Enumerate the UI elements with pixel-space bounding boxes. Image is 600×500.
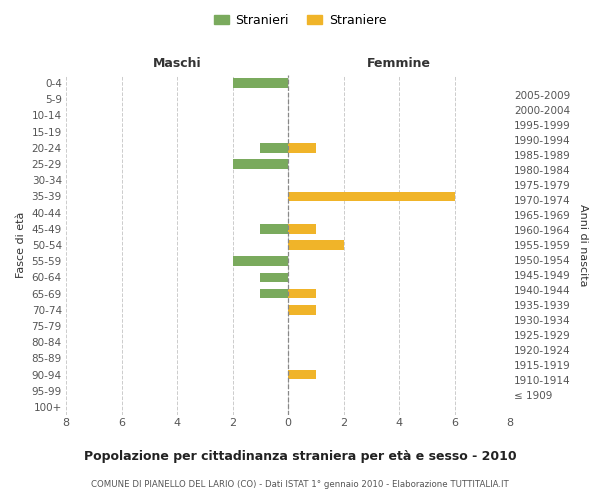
Bar [260,288,288,298]
Bar [288,288,316,298]
Y-axis label: Anni di nascita: Anni di nascita [578,204,587,286]
Bar [233,256,288,266]
Bar [260,143,288,152]
Bar [288,305,316,314]
Bar [288,192,455,202]
Text: Femmine: Femmine [367,57,431,70]
Bar [288,370,316,380]
Text: Popolazione per cittadinanza straniera per età e sesso - 2010: Popolazione per cittadinanza straniera p… [83,450,517,463]
Text: COMUNE DI PIANELLO DEL LARIO (CO) - Dati ISTAT 1° gennaio 2010 - Elaborazione TU: COMUNE DI PIANELLO DEL LARIO (CO) - Dati… [91,480,509,489]
Bar [233,159,288,169]
Bar [233,78,288,88]
Bar [288,224,316,234]
Text: Maschi: Maschi [152,57,202,70]
Bar [288,240,343,250]
Y-axis label: Fasce di età: Fasce di età [16,212,26,278]
Legend: Stranieri, Straniere: Stranieri, Straniere [209,8,391,32]
Bar [260,272,288,282]
Bar [288,143,316,152]
Bar [260,224,288,234]
